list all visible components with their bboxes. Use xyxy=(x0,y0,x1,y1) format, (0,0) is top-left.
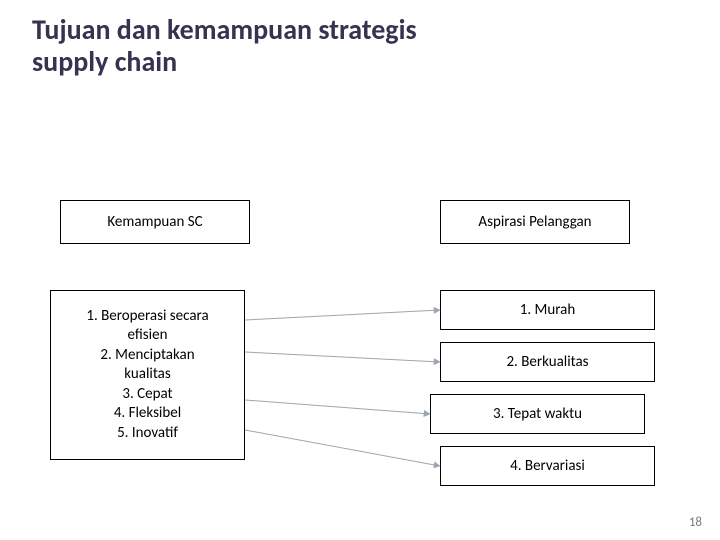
left-list-item: 5. Inovatif xyxy=(61,424,234,444)
connector-line xyxy=(245,310,440,320)
connector-line xyxy=(245,400,430,414)
left-header-label: Kemampuan SC xyxy=(107,213,202,231)
right-item-box: 1. Murah xyxy=(440,290,655,330)
right-item-label: 3. Tepat waktu xyxy=(493,405,582,423)
right-item-box: 4. Bervariasi xyxy=(440,446,655,486)
right-header-label: Aspirasi Pelanggan xyxy=(478,213,591,231)
right-item-label: 2. Berkualitas xyxy=(506,353,588,371)
left-list-item: 4. Fleksibel xyxy=(61,404,234,424)
left-list-item: 2. Menciptakan xyxy=(61,346,234,366)
left-header-box: Kemampuan SC xyxy=(60,200,250,244)
title-line1: Tujuan dan kemampuan strategis xyxy=(32,12,417,47)
connector-line xyxy=(245,430,440,466)
right-item-box: 2. Berkualitas xyxy=(440,342,655,382)
right-item-label: 4. Bervariasi xyxy=(510,457,585,475)
left-list-item: 3. Cepat xyxy=(61,385,234,405)
left-list-item: efisien xyxy=(61,326,234,346)
left-list-item: 1. Beroperasi secara xyxy=(61,307,234,327)
right-header-box: Aspirasi Pelanggan xyxy=(440,200,630,244)
right-item-label: 1. Murah xyxy=(520,301,575,319)
left-list-box: 1. Beroperasi secaraefisien2. Menciptaka… xyxy=(50,290,245,460)
left-list: 1. Beroperasi secaraefisien2. Menciptaka… xyxy=(61,307,234,444)
right-item-box: 3. Tepat waktu xyxy=(430,394,645,434)
connector-line xyxy=(245,352,440,362)
page-number: 18 xyxy=(689,515,702,530)
slide-title: Tujuan dan kemampuan strategis supply ch… xyxy=(32,14,417,78)
title-line2: supply chain xyxy=(32,44,177,79)
left-list-item: kualitas xyxy=(61,365,234,385)
